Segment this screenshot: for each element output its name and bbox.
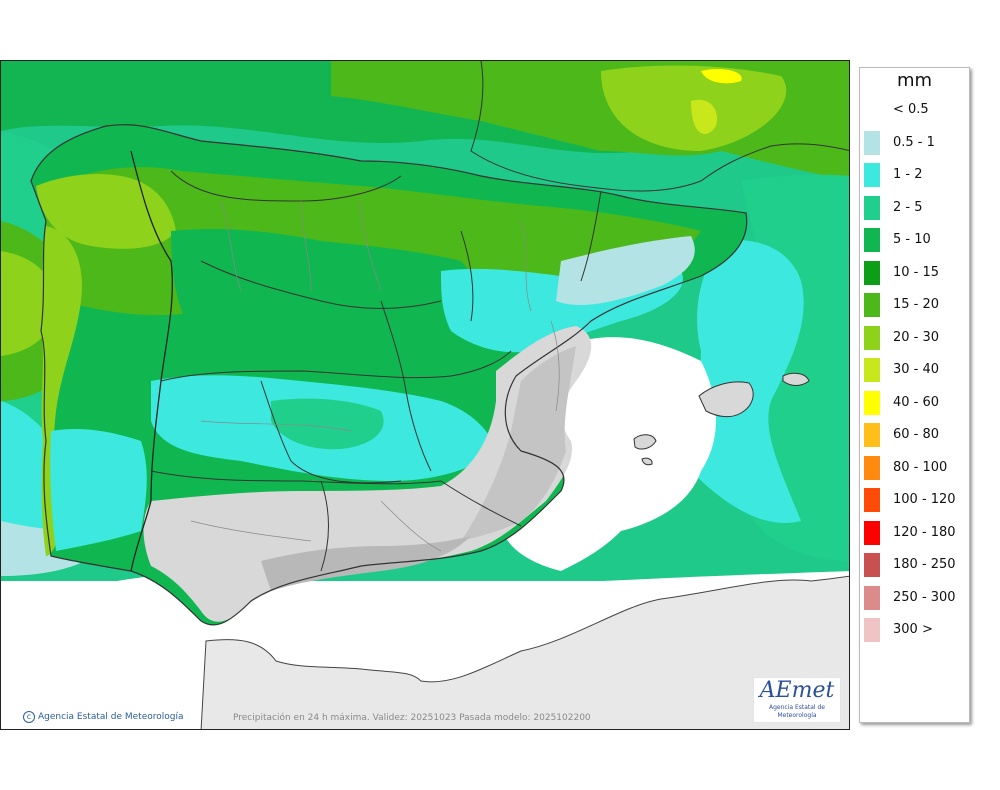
- copyright-text: Agencia Estatal de Meteorología: [38, 712, 184, 722]
- iberia-galicia-band: [36, 174, 176, 249]
- legend-label: 20 - 30: [893, 329, 940, 345]
- yellow-patch-1: [691, 99, 717, 134]
- iberia-east-lightblue: [556, 236, 695, 306]
- legend-item: 30 - 40: [864, 358, 964, 382]
- legend-label: 250 - 300: [893, 589, 956, 605]
- legend-swatch: [864, 163, 880, 187]
- legend-label: 30 - 40: [893, 362, 940, 377]
- ibiza: [633, 434, 657, 450]
- province-borders: [190, 200, 560, 552]
- legend-swatch: [864, 195, 880, 220]
- legend-swatch: [864, 358, 880, 382]
- iberia-interior-green: [171, 229, 472, 341]
- legend-label: < 0.5: [893, 102, 929, 117]
- legend-swatch: [864, 98, 880, 122]
- legend-item: 15 - 20: [864, 293, 964, 317]
- legend-swatch: [864, 390, 880, 415]
- legend-swatch: [864, 260, 880, 285]
- portugal-south-turquoise: [50, 429, 147, 551]
- africa-landmass: [200, 575, 849, 729]
- legend-label: 180 - 250: [893, 557, 956, 572]
- iberia-land: [31, 124, 747, 625]
- map-caption: Precipitación en 24 h máxima. Validez: 2…: [233, 713, 591, 723]
- legend-item: 20 - 30: [864, 325, 964, 350]
- legend-item: 40 - 60: [864, 390, 964, 415]
- legend-item: 80 - 100: [864, 455, 964, 480]
- logo-subtitle: Agencia Estatal de Meteorología: [768, 704, 825, 719]
- iberia-relief-shading: [461, 346, 576, 541]
- legend-label: 10 - 15: [893, 264, 940, 280]
- formentera: [641, 457, 653, 466]
- legend-swatch: [864, 455, 880, 480]
- map-canvas: [1, 61, 849, 729]
- legend-item: 300 >: [864, 618, 964, 642]
- legend-swatch: [864, 520, 880, 545]
- iberia-southeast-dry: [143, 326, 592, 622]
- legend-label: 60 - 80: [893, 427, 940, 442]
- legend-swatch: [864, 293, 880, 317]
- legend-item: 250 - 300: [864, 585, 964, 610]
- legend-swatch: [864, 553, 880, 577]
- legend-label: 120 - 180: [893, 524, 956, 540]
- logo-word: AEmet: [759, 678, 835, 703]
- legend-item: < 0.5: [864, 98, 964, 122]
- legend-swatch: [864, 585, 880, 610]
- precipitation-legend: mm < 0.5 0.5 - 1 1 - 2 2 - 5 5 - 10 10 - 15 15…: [859, 67, 970, 723]
- legend-swatch: [864, 325, 880, 350]
- copyright-icon: c: [23, 711, 35, 723]
- legend-label: 2 - 5: [893, 199, 923, 215]
- legend-item: 2 - 5: [864, 195, 964, 220]
- legend-label: 0.5 - 1: [893, 134, 935, 150]
- mediterranean-turquoise-band: [688, 240, 804, 523]
- precipitation-map: c Agencia Estatal de Meteorología Precipi…: [0, 60, 850, 730]
- legend-item: 5 - 10: [864, 228, 964, 252]
- legend-swatch: [864, 130, 880, 155]
- menorca: [782, 372, 810, 386]
- legend-label: 40 - 60: [893, 394, 940, 410]
- legend-label: 80 - 100: [893, 459, 948, 475]
- portugal-border: [130, 150, 173, 572]
- legend-label: 100 - 120: [893, 492, 956, 507]
- yellow-patch-2: [701, 69, 742, 84]
- legend-swatch: [864, 488, 880, 512]
- legend-label: 300 >: [893, 622, 933, 637]
- region-borders: [150, 170, 602, 572]
- legend-item: 0.5 - 1: [864, 130, 964, 155]
- copyright-notice: c Agencia Estatal de Meteorología: [23, 711, 184, 723]
- legend-item: 60 - 80: [864, 423, 964, 447]
- legend-item: 100 - 120: [864, 488, 964, 512]
- legend-swatch: [864, 618, 880, 642]
- legend-label: 1 - 2: [893, 167, 923, 182]
- legend-title: mm: [896, 70, 933, 91]
- legend-swatch: [864, 423, 880, 447]
- legend-swatch: [864, 228, 880, 252]
- france-coastline: [470, 61, 849, 192]
- aemet-logo: AEmet Agencia Estatal de Meteorología: [753, 677, 841, 723]
- legend-item: 10 - 15: [864, 260, 964, 285]
- legend-item: 180 - 250: [864, 553, 964, 577]
- legend-item: 120 - 180: [864, 520, 964, 545]
- mallorca: [698, 381, 754, 418]
- legend-label: 15 - 20: [893, 297, 940, 312]
- iberia-central-green: [271, 398, 384, 450]
- legend-item: 1 - 2: [864, 163, 964, 187]
- legend-label: 5 - 10: [893, 232, 931, 247]
- iberia-coastline: [30, 124, 748, 626]
